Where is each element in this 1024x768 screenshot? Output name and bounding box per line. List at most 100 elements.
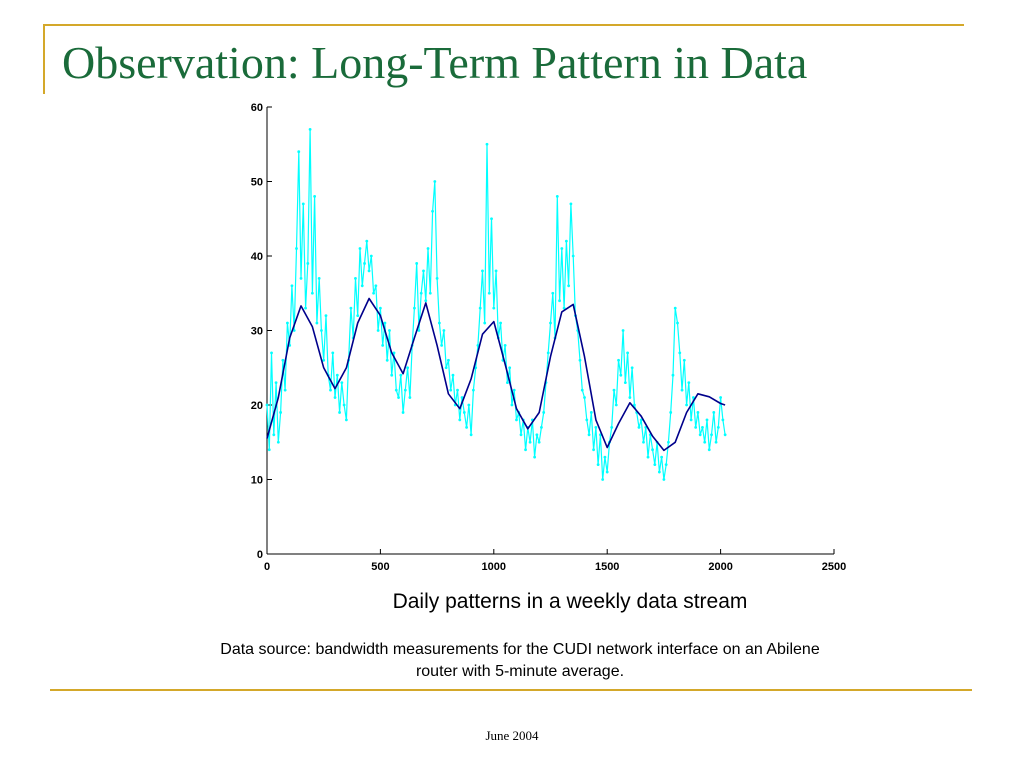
- raw-data-point: [564, 239, 568, 243]
- x-tick-label: 500: [371, 561, 389, 573]
- raw-data-point: [571, 254, 575, 258]
- raw-data-point: [444, 366, 448, 370]
- raw-data-point: [338, 411, 341, 414]
- raw-data-point: [349, 306, 353, 310]
- raw-data-point: [460, 396, 464, 399]
- raw-data-point: [651, 448, 654, 452]
- raw-data-point: [714, 440, 718, 444]
- raw-data-point: [698, 433, 702, 437]
- raw-data-point: [397, 396, 400, 399]
- raw-data-point: [492, 306, 496, 310]
- raw-data-point: [583, 396, 586, 399]
- raw-data-point: [605, 470, 609, 474]
- raw-data-point: [304, 306, 307, 310]
- raw-data-point: [447, 358, 450, 362]
- raw-data-point: [481, 269, 484, 273]
- raw-data-point: [324, 314, 328, 317]
- raw-data-point: [707, 448, 711, 452]
- raw-data-point: [551, 291, 555, 295]
- raw-data-point: [428, 291, 432, 295]
- raw-data-point: [331, 351, 335, 355]
- raw-data-point: [440, 344, 444, 347]
- raw-data-point: [265, 403, 269, 407]
- raw-data-point: [587, 433, 591, 437]
- raw-data-point: [555, 195, 559, 198]
- raw-data-point: [701, 425, 704, 429]
- raw-data-point: [295, 247, 298, 250]
- raw-data-point: [476, 344, 480, 347]
- raw-data-point: [276, 440, 280, 444]
- raw-data-point: [653, 463, 657, 466]
- raw-data-point: [510, 403, 514, 407]
- raw-data-point: [381, 344, 385, 347]
- raw-data-point: [399, 373, 403, 377]
- raw-data-point: [417, 329, 421, 332]
- raw-data-point: [546, 351, 550, 355]
- raw-data-point: [503, 344, 507, 347]
- raw-data-point: [664, 463, 668, 466]
- y-tick-label: 10: [251, 475, 263, 487]
- raw-data-point: [623, 381, 627, 385]
- raw-data-point: [719, 396, 722, 399]
- raw-data-point: [465, 425, 468, 429]
- raw-data-point: [367, 269, 371, 273]
- y-tick-label: 40: [251, 251, 263, 263]
- raw-data-point: [383, 321, 387, 325]
- raw-data-point: [592, 448, 595, 452]
- raw-data-point: [542, 411, 546, 414]
- raw-data-point: [499, 321, 503, 325]
- raw-data-point: [506, 381, 509, 385]
- bandwidth-chart: 0 500 1000 1500 2000 2500 0 10 20 30 40 50 60: [251, 102, 846, 573]
- raw-data-point: [676, 321, 679, 325]
- raw-data-point: [390, 373, 394, 377]
- raw-data-point: [415, 262, 419, 265]
- raw-data-point: [356, 314, 360, 317]
- raw-data-point: [567, 284, 571, 288]
- raw-data-point: [603, 455, 607, 459]
- raw-data-point: [705, 418, 709, 422]
- raw-data-point: [394, 388, 398, 392]
- raw-data-point: [612, 388, 616, 392]
- raw-data-point: [406, 366, 410, 370]
- raw-data-point: [358, 247, 362, 250]
- raw-data-point: [669, 411, 673, 414]
- raw-data-point: [560, 247, 564, 250]
- footer-date: June 2004: [485, 728, 539, 743]
- raw-data-point: [712, 411, 716, 414]
- raw-data-point: [403, 388, 407, 392]
- raw-data-point: [342, 403, 346, 407]
- raw-data-point: [335, 373, 339, 377]
- raw-data-point: [630, 366, 634, 370]
- raw-data-point: [626, 351, 630, 355]
- raw-data-point: [490, 217, 493, 221]
- raw-data-point: [535, 433, 539, 437]
- raw-data-point: [292, 329, 296, 332]
- raw-data-point: [691, 396, 695, 399]
- raw-data-point: [687, 381, 691, 385]
- data-source-line-2: router with 5-minute average.: [415, 663, 625, 681]
- bottom-border-line: [50, 689, 972, 691]
- raw-data-point: [365, 239, 369, 243]
- raw-data-point: [310, 291, 314, 295]
- raw-data-point: [469, 433, 473, 437]
- raw-data-point: [628, 396, 632, 399]
- data-source-note: Data source: bandwidth measurements for …: [130, 639, 910, 684]
- raw-data-point: [485, 142, 489, 146]
- raw-data-point: [617, 358, 620, 362]
- raw-data-point: [299, 276, 303, 280]
- raw-data-point: [519, 433, 523, 437]
- raw-data-point: [716, 425, 720, 429]
- raw-data-point: [388, 329, 391, 332]
- raw-data-point: [549, 321, 552, 325]
- raw-data-point: [424, 299, 428, 303]
- raw-bandwidth-line: [266, 129, 726, 480]
- raw-data-point: [589, 411, 593, 414]
- raw-data-point: [274, 381, 278, 385]
- x-tick-label: 1000: [482, 561, 506, 573]
- raw-data-point: [483, 321, 487, 325]
- raw-data-point: [662, 478, 666, 481]
- raw-data-point: [610, 425, 614, 429]
- raw-data-point: [306, 262, 310, 265]
- raw-data-point: [533, 455, 537, 459]
- raw-data-point: [286, 321, 289, 325]
